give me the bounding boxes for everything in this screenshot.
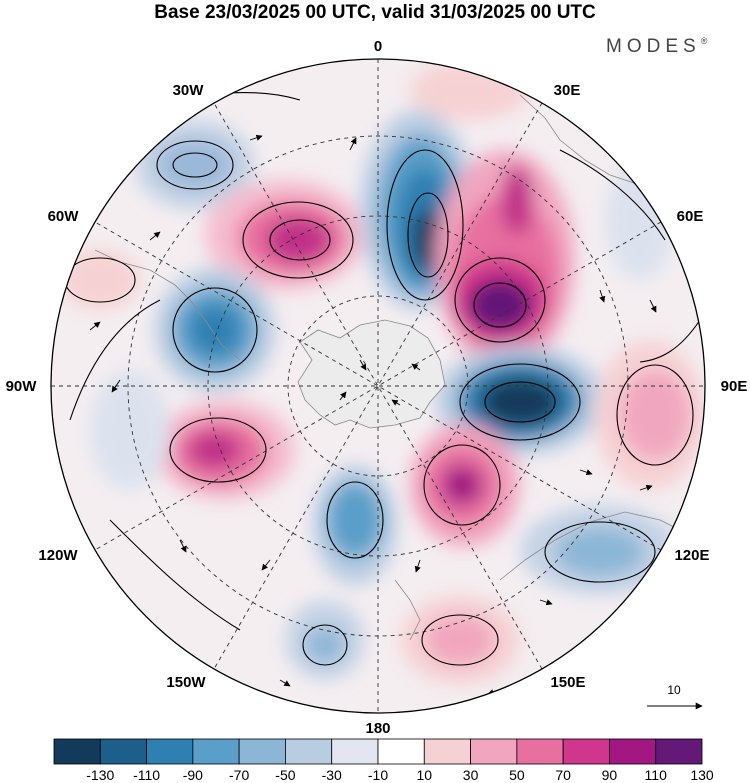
reference-vector: 10 xyxy=(647,683,703,710)
colorbar-tick-label: -110 xyxy=(133,767,160,783)
colorbar-swatch xyxy=(655,738,703,765)
wind-arrows xyxy=(89,99,657,696)
colorbar-swatch xyxy=(470,738,518,765)
colorbar-tick-label: -70 xyxy=(229,767,249,783)
anomaly-pos-90e xyxy=(595,340,705,490)
lon-label-150w: 150W xyxy=(166,674,206,691)
colorbar-tick-label: -30 xyxy=(322,767,342,783)
colorbar-swatch xyxy=(331,738,379,765)
anomaly-neg-30w xyxy=(135,120,255,210)
lon-label-90e: 90E xyxy=(721,378,748,395)
map-disc xyxy=(51,59,705,713)
anomaly-field xyxy=(60,60,705,685)
colorbar-swatch xyxy=(562,738,610,765)
anomaly-neg-70w xyxy=(155,268,275,392)
anomaly-neg-165w xyxy=(285,600,365,680)
colorbar-swatch xyxy=(377,738,425,765)
colorbar-swatch xyxy=(516,738,564,765)
colorbar-swatch xyxy=(53,738,101,765)
anomaly-neg-160w xyxy=(313,465,397,585)
lon-label-120w: 120W xyxy=(38,547,78,564)
antarctica-landmass xyxy=(297,319,446,429)
anomaly-pos-115w xyxy=(155,400,295,500)
colorbar-swatch xyxy=(238,738,286,765)
colorbar-tick-label: 90 xyxy=(602,767,618,783)
colorbar-tick-label: 10 xyxy=(416,767,432,783)
reference-vector-label: 10 xyxy=(667,683,681,697)
lon-label-30w: 30W xyxy=(173,82,205,99)
modes-logo: MODES® xyxy=(606,36,707,58)
colorbar-swatch xyxy=(285,738,333,765)
lon-label-30e: 30E xyxy=(554,82,581,99)
graticule xyxy=(51,59,705,713)
colorbar-swatch xyxy=(423,738,471,765)
brand-text: MODES xyxy=(606,36,701,57)
lon-label-60e: 60E xyxy=(677,208,704,225)
new-zealand-coast xyxy=(394,579,421,641)
colorbar-tick-label: 130 xyxy=(690,767,714,783)
anomaly-pos-160e xyxy=(400,595,520,685)
colorbar-tick-label: 50 xyxy=(509,767,525,783)
lon-label-150e: 150E xyxy=(550,674,585,691)
colorbar-tick-label: -90 xyxy=(183,767,203,783)
lon-label-60w: 60W xyxy=(48,208,80,225)
colorbar-swatch xyxy=(609,738,657,765)
lon-label-180: 180 xyxy=(365,720,390,737)
lon-label-120e: 120E xyxy=(674,547,709,564)
colorbar: -130 -110 -90 -70 -50 -30 -10 10 30 50 70 90 110 130 xyxy=(53,738,714,783)
anomaly-pos-140e xyxy=(410,423,520,547)
colorbar-swatch xyxy=(146,738,194,765)
colorbar-tick-label: -10 xyxy=(368,767,388,783)
colorbar-swatch xyxy=(192,738,240,765)
south-america-coast xyxy=(94,249,241,361)
colorbar-tick-label: 30 xyxy=(463,767,479,783)
lon-label-90w: 90W xyxy=(6,378,38,395)
lon-label-0: 0 xyxy=(374,38,382,55)
colorbar-tick-label: 110 xyxy=(645,767,668,783)
longitude-labels: 0 30E 60E 90E 120E 150E 180 150W 120W 90… xyxy=(6,38,748,737)
chart-title: Base 23/03/2025 00 UTC, valid 31/03/2025… xyxy=(154,2,596,23)
anomaly-pos-45w xyxy=(205,180,365,290)
colorbar-tick-label: -130 xyxy=(86,767,114,783)
colorbar-tick-label: -50 xyxy=(275,767,295,783)
colorbar-tick-label: 70 xyxy=(555,767,571,783)
colorbar-swatch xyxy=(99,738,147,765)
africa-coast xyxy=(519,94,641,186)
map-border xyxy=(50,58,706,714)
brand-registered-mark: ® xyxy=(700,36,708,46)
